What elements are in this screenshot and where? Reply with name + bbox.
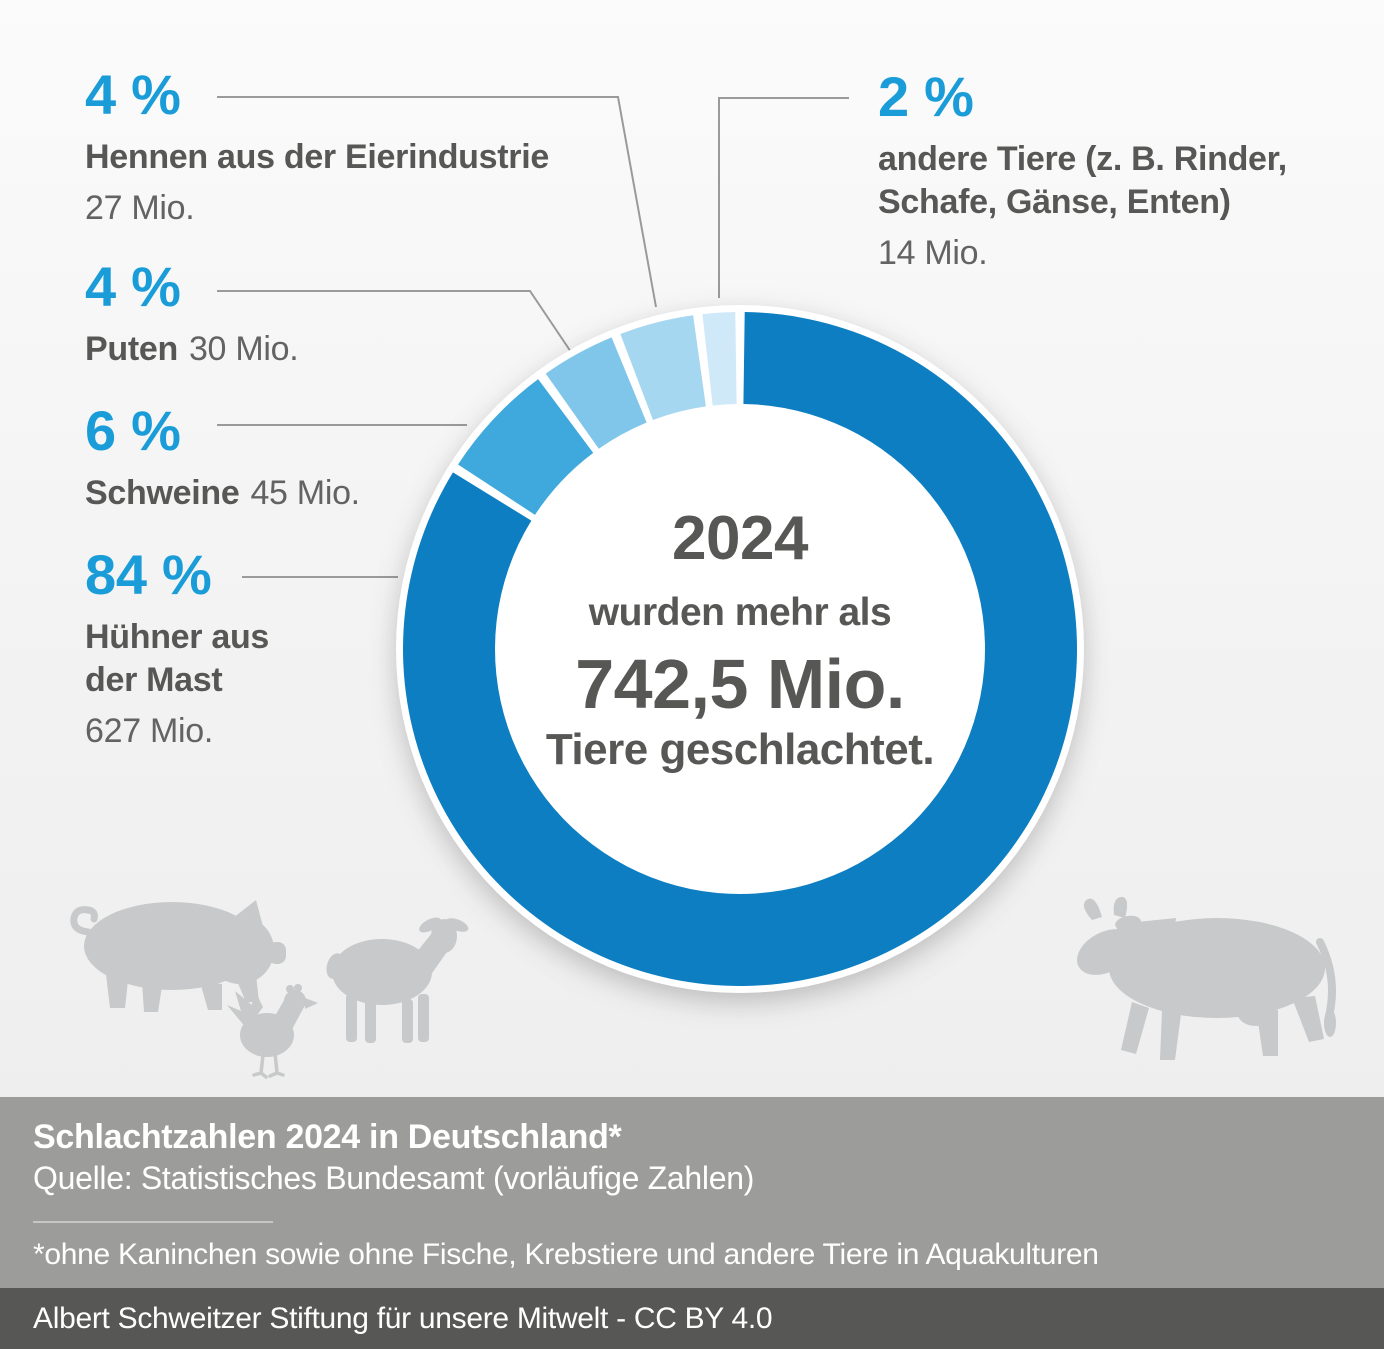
- callout-andere: 2 % andere Tiere (z. B. Rinder, Schafe, …: [878, 69, 1287, 273]
- callout-andere-name1: andere Tiere (z. B. Rinder,: [878, 140, 1287, 178]
- footer-band: Schlachtzahlen 2024 in Deutschland* Quel…: [0, 1097, 1384, 1288]
- footer-footnote: *ohne Kaninchen sowie ohne Fische, Krebs…: [33, 1238, 1099, 1271]
- donut-segment-puten: [545, 337, 647, 449]
- leader-line-andere: [718, 97, 849, 298]
- callout-schweine-count: 45 Mio.: [250, 474, 360, 512]
- chicken-legs: [252, 1051, 285, 1079]
- footer-divider: [33, 1221, 273, 1223]
- pig-silhouette-icon: [70, 900, 286, 1012]
- callout-mast-count: 627 Mio.: [85, 711, 214, 750]
- center-line4: Tiere geschlachtet.: [545, 725, 935, 774]
- donut-segment-andere: [702, 312, 737, 406]
- leader-line-puten: [217, 290, 572, 353]
- center-total: 742,5 Mio.: [575, 645, 905, 723]
- callout-andere-pct: 2 %: [878, 65, 974, 128]
- footer-title: Schlachtzahlen 2024 in Deutschland*: [33, 1118, 622, 1156]
- cow-silhouette-icon: [1077, 896, 1336, 1060]
- callout-schweine: 6 % Schweine 45 Mio.: [85, 403, 360, 515]
- center-line2: wurden mehr als: [588, 591, 892, 634]
- callout-puten-label: Puten: [85, 330, 178, 368]
- chicken-silhouette-icon: [227, 984, 318, 1079]
- callout-puten-name: Puten 30 Mio.: [85, 328, 299, 371]
- callout-puten-count: 30 Mio.: [188, 330, 299, 368]
- callout-mast-name2: der Mast: [85, 660, 223, 699]
- center-year: 2024: [672, 504, 808, 573]
- callout-hennen-name: Hennen aus der Eierindustrie: [85, 138, 549, 176]
- pig-tail: [70, 906, 98, 936]
- callout-hennen: 4 % Hennen aus der Eierindustrie 27 Mio.: [85, 67, 549, 229]
- donut-base-disc: [396, 305, 1084, 993]
- animal-silhouettes: [70, 896, 1336, 1079]
- callout-puten-pct: 4 %: [85, 255, 181, 318]
- credit-text: Albert Schweitzer Stiftung für unsere Mi…: [33, 1302, 773, 1335]
- callout-mast-name1: Hühner aus: [85, 618, 270, 656]
- callout-mast: 84 % Hühner aus der Mast 627 Mio.: [85, 547, 269, 751]
- donut-center-text: 2024 wurden mehr als 742,5 Mio. Tiere ge…: [492, 508, 988, 772]
- callout-andere-count: 14 Mio.: [878, 233, 988, 272]
- callout-mast-pct: 84 %: [85, 543, 212, 606]
- leader-lines: [217, 96, 849, 578]
- footer-source: Quelle: Statistisches Bundesamt (vorläuf…: [33, 1160, 755, 1196]
- callout-schweine-label: Schweine: [85, 474, 240, 512]
- cow-tail: [1316, 938, 1336, 1020]
- donut-segment-hennen: [620, 315, 706, 420]
- callout-schweine-name: Schweine 45 Mio.: [85, 472, 360, 515]
- leader-line-hennen: [217, 96, 657, 308]
- donut-segment-schweine: [458, 379, 594, 515]
- callout-hennen-pct: 4 %: [85, 63, 181, 126]
- callout-puten: 4 % Puten 30 Mio.: [85, 255, 299, 371]
- donut-ring: [396, 305, 1084, 993]
- callout-andere-name2: Schafe, Gänse, Enten): [878, 182, 1231, 221]
- credit-band: Albert Schweitzer Stiftung für unsere Mi…: [0, 1288, 1384, 1349]
- lamb-silhouette-icon: [326, 917, 469, 1043]
- callout-hennen-count: 27 Mio.: [85, 188, 195, 227]
- callout-schweine-pct: 6 %: [85, 399, 181, 462]
